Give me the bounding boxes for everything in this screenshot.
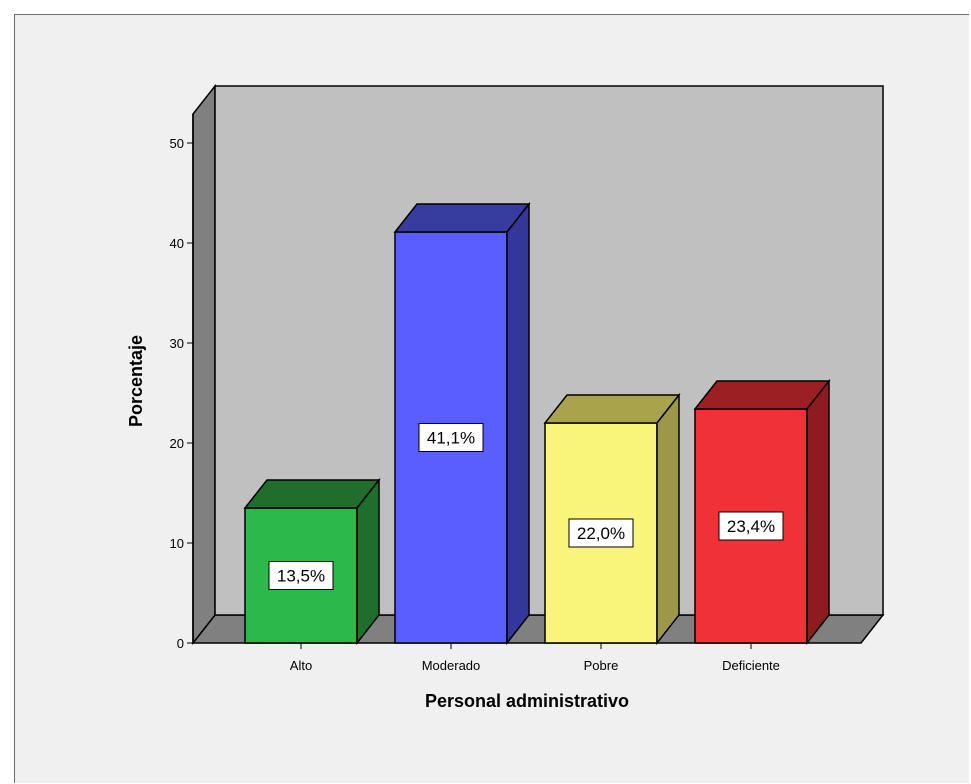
chart-frame: 0 10 20 30 40 50 13,5% 41,1% 22,0% 23,4% Alto Mod… xyxy=(14,14,969,783)
x-tick-label: Alto xyxy=(290,658,312,673)
bar-side xyxy=(806,378,830,646)
bar-side xyxy=(506,201,530,646)
y-tick-label: 40 xyxy=(170,236,184,251)
bars xyxy=(243,201,831,646)
data-label: 41,1% xyxy=(427,429,475,448)
y-tick-label: 10 xyxy=(170,536,184,551)
chart-side-wall xyxy=(192,83,216,646)
bar-top xyxy=(393,203,531,233)
data-labels: 13,5% 41,1% 22,0% 23,4% xyxy=(268,423,784,590)
x-tick-label: Moderado xyxy=(422,658,481,673)
bar-side xyxy=(656,392,680,646)
y-tick-label: 0 xyxy=(177,636,184,651)
bar-side xyxy=(356,477,380,646)
data-label: 23,4% xyxy=(727,517,775,536)
y-tick-label: 50 xyxy=(170,136,184,151)
y-tick-label: 30 xyxy=(170,336,184,351)
data-label-box xyxy=(268,561,334,590)
y-tick-label: 20 xyxy=(170,436,184,451)
bar-top xyxy=(543,394,681,424)
y-axis: 0 10 20 30 40 50 xyxy=(170,114,194,651)
x-axis-title: Personal administrativo xyxy=(425,691,629,711)
bar-top xyxy=(693,380,831,410)
data-label: 22,0% xyxy=(577,524,625,543)
data-label-box xyxy=(568,518,634,548)
y-axis-title: Porcentaje xyxy=(126,335,146,427)
bar-chart: 0 10 20 30 40 50 13,5% 41,1% 22,0% 23,4% Alto Mod… xyxy=(126,83,885,711)
x-axis: Alto Moderado Pobre Deficiente xyxy=(290,643,780,673)
data-label-box xyxy=(418,423,484,452)
data-label: 13,5% xyxy=(277,567,325,586)
data-label-box xyxy=(718,511,784,541)
bar-top xyxy=(243,479,381,509)
x-tick-label: Deficiente xyxy=(722,658,780,673)
x-tick-label: Pobre xyxy=(584,658,619,673)
